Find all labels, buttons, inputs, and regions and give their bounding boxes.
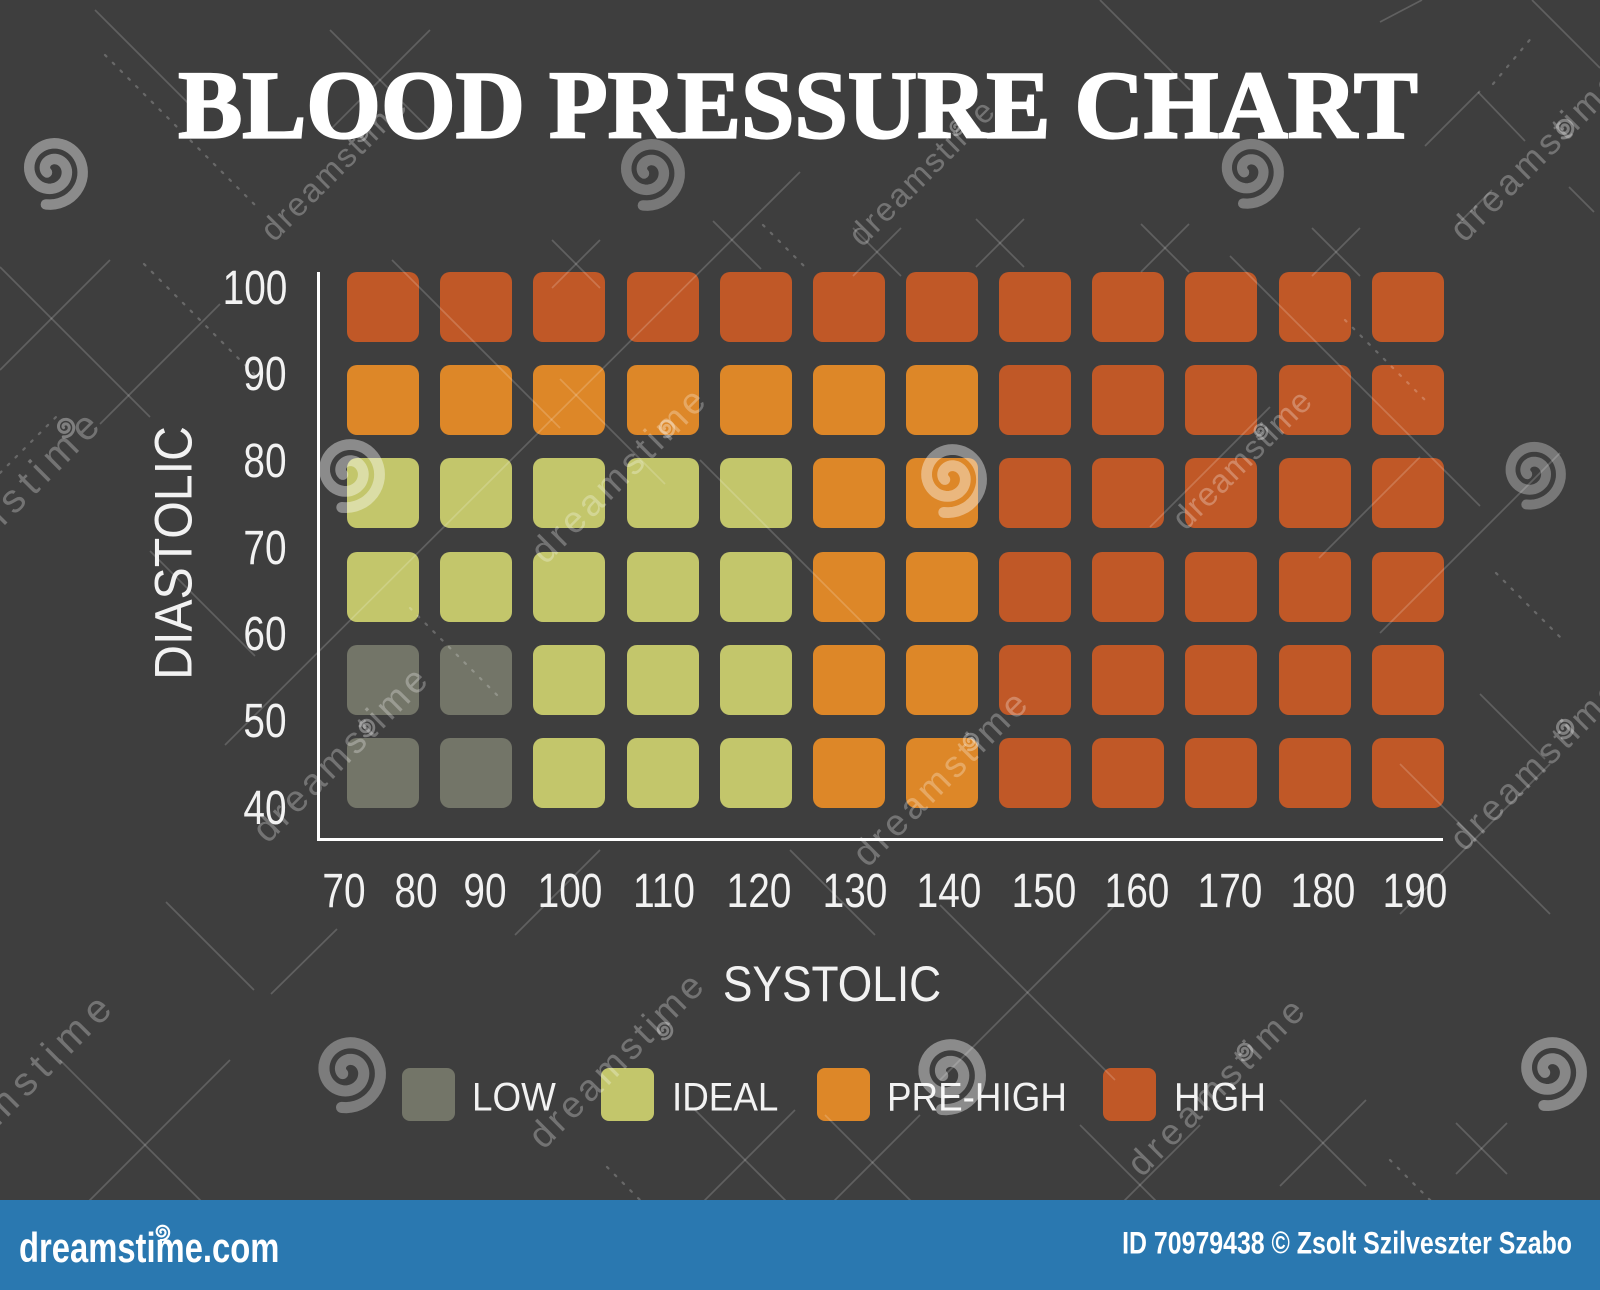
- svg-text:dreamstime: dreamstime: [520, 962, 714, 1156]
- svg-text:dreamstime: dreamstime: [1441, 668, 1600, 858]
- svg-text:dreamstime: dreamstime: [1441, 59, 1600, 249]
- svg-text:dreamstime: dreamstime: [0, 982, 125, 1210]
- svg-text:dreamstime: dreamstime: [0, 399, 113, 627]
